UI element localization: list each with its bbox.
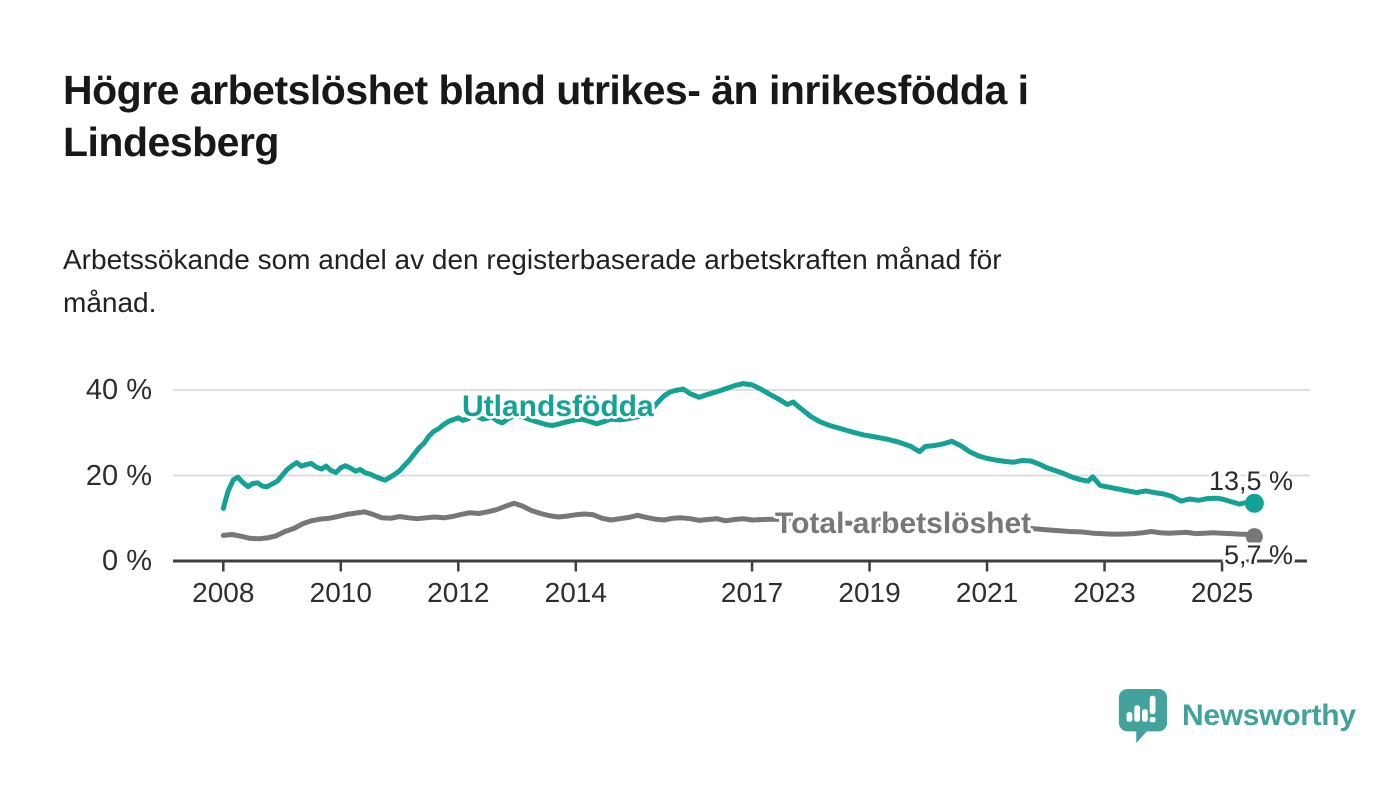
logo-bar-2	[1134, 705, 1141, 722]
page-subtitle-line1: Arbetssökande som andel av den registerb…	[63, 244, 1002, 275]
page-subtitle-line2: månad.	[63, 287, 157, 318]
page-subtitle: Arbetssökande som andel av den registerb…	[63, 238, 1243, 324]
page-title-line1: Högre arbetslöshet bland utrikes- än inr…	[63, 67, 1029, 113]
page-title-line2: Lindesberg	[63, 119, 279, 165]
logo-bar-3	[1142, 709, 1148, 722]
end-value-label-utlandsfodda: 13,5 %	[1208, 466, 1293, 496]
x-tick-label: 2012	[427, 577, 490, 608]
series-line-utlandsf-dda	[220, 381, 1257, 511]
series-end-dot-utlandsf-dda	[1244, 493, 1264, 513]
series-label-total-arbetsloshet: Total arbetslöshet	[775, 507, 1032, 540]
y-tick-label: 40 %	[85, 374, 152, 406]
newsworthy-logo-icon	[1118, 689, 1168, 743]
page-title: Högre arbetslöshet bland utrikes- än inr…	[63, 64, 1243, 168]
series-end-dot-total-arbetsl-shet	[1245, 528, 1263, 546]
x-tick-label: 2021	[955, 577, 1019, 608]
series-label-utlandsfodda: Utlandsfödda	[462, 390, 654, 423]
newsworthy-logo: Newsworthy	[1115, 687, 1356, 745]
y-tick-label: 20 %	[85, 459, 152, 492]
x-tick-label: 2014	[544, 577, 607, 608]
logo-exclamation-bar	[1149, 695, 1156, 715]
logo-exclamation-dot	[1149, 716, 1156, 723]
logo-bar-1	[1126, 712, 1133, 722]
y-axis-labels: 0 % 20 % 40 %	[52, 0, 152, 620]
x-tick-label: 2017	[720, 577, 784, 608]
x-tick-label: 2025	[1190, 577, 1254, 608]
newsworthy-logo-text: Newsworthy	[1182, 699, 1356, 732]
x-axis-labels: 2008 2010 2012 2014 2017 2019 2021 2023 2025	[192, 577, 1254, 608]
x-tick-label: 2023	[1073, 577, 1136, 608]
series-line-total-arbetsl-shet	[220, 500, 1257, 542]
end-value-label-total: 5,7 %	[1223, 540, 1293, 570]
x-tick-label: 2019	[838, 577, 901, 608]
y-tick-label: 0 %	[102, 545, 152, 577]
x-tick-label: 2010	[309, 577, 372, 608]
x-tick-label: 2008	[192, 577, 255, 608]
